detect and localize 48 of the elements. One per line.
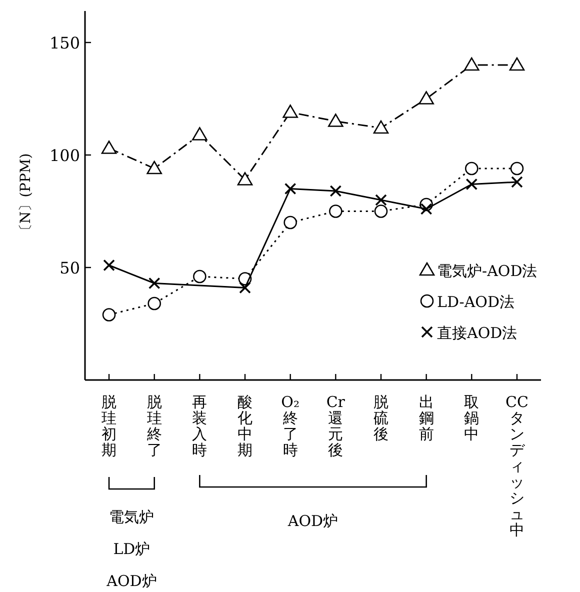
point [511,176,523,188]
point [328,114,344,127]
point [466,178,478,190]
text: AOD炉 [106,572,157,590]
point [329,204,342,218]
point [284,182,296,195]
point [330,185,342,197]
point [101,140,117,154]
point [375,194,387,206]
point [418,91,434,104]
point [509,57,525,71]
point [284,216,297,230]
point [373,120,389,134]
x-tick-label: 脱珪初期 [102,393,117,459]
y-tick-label: 50 [60,258,80,278]
x-tick-label: 取鍋中 [464,393,480,443]
y-tick-label: 100 [49,146,80,165]
point [103,259,115,272]
x-tick-label: 酸化中期 [238,393,253,459]
point [465,162,478,176]
x-tick-label: 脱珪終了 [146,393,162,459]
point [282,104,298,118]
point [374,204,388,218]
legend-label: 直接AOD法 [437,324,518,342]
point [148,296,161,310]
point [420,203,432,215]
category-label: CCタンディッシュ中 [505,393,528,539]
y-tick-label: 150 [49,34,80,52]
point [510,162,524,176]
legend-label: 電気炉-AOD法 [437,262,538,280]
text: LD炉 [113,540,150,558]
point [146,160,162,174]
point [193,270,206,284]
text: AOD炉 [286,512,338,530]
x-tick-label: 再装入時 [192,393,208,459]
point [102,308,116,322]
legend-label: LD-AOD法 [437,293,514,311]
point [464,57,480,71]
point [239,282,251,294]
x-tick-label: O₂終了時 [281,393,300,459]
point [192,127,208,140]
point [237,172,253,186]
y-axis-title: 〔N〕(PPM) [18,153,34,238]
text: 電気炉 [109,508,154,526]
x-tick-label: 出鋼前 [418,393,434,443]
x-tick-label: Cr還元後 [326,393,346,459]
point [148,277,160,290]
x-tick-label: 脱硫後 [373,393,388,443]
